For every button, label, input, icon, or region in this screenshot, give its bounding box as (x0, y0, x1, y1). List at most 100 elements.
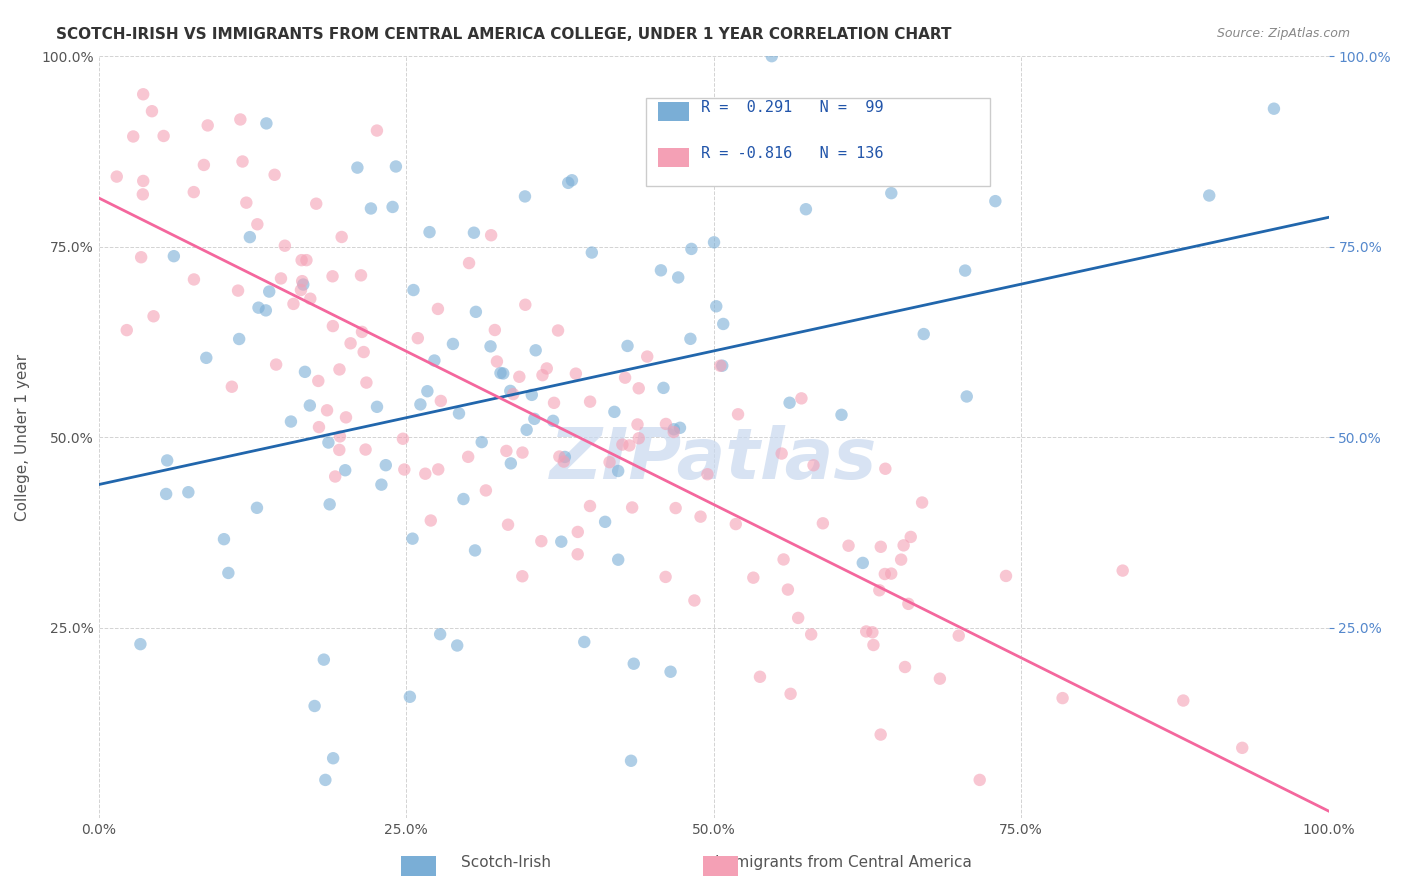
Point (893, 538, 915, 552)
Point (464, 305, 486, 319)
Point (681, 242, 703, 256)
Point (579, 499, 602, 513)
Point (779, 687, 801, 701)
Point (356, 376, 378, 390)
Point (392, 432, 415, 446)
Point (574, 635, 596, 649)
Point (350, 268, 373, 283)
Point (394, 462, 416, 476)
Point (665, 501, 688, 516)
Point (873, 567, 896, 582)
Point (659, 665, 682, 679)
Point (787, 611, 810, 625)
Point (264, 358, 287, 372)
Point (307, 374, 329, 388)
Point (567, 547, 589, 561)
Point (298, 399, 321, 413)
Point (627, 381, 650, 395)
Point (543, 396, 565, 410)
Point (385, 160, 408, 174)
Text: Scotch-Irish: Scotch-Irish (461, 855, 551, 870)
Text: SCOTCH-IRISH VS IMMIGRANTS FROM CENTRAL AMERICA COLLEGE, UNDER 1 YEAR CORRELATIO: SCOTCH-IRISH VS IMMIGRANTS FROM CENTRAL … (56, 27, 952, 42)
Point (401, 532, 423, 546)
Point (346, 161, 368, 175)
Point (129, 250, 152, 264)
Point (322, 751, 344, 765)
Point (890, 552, 912, 566)
Point (868, 583, 890, 598)
Point (662, 422, 685, 436)
Point (228, 332, 250, 346)
Point (195, 351, 218, 365)
Point (132, 187, 155, 202)
Point (894, 660, 917, 674)
Point (711, 359, 734, 373)
Point (880, 566, 903, 581)
Point (426, 301, 449, 316)
Text: R = -0.816   N = 136: R = -0.816 N = 136 (702, 146, 884, 161)
Point (155, 487, 177, 501)
Point (479, 339, 502, 353)
Point (502, 387, 524, 401)
Point (508, 369, 530, 384)
Point (530, 534, 553, 549)
Point (550, 534, 572, 549)
Point (704, 299, 727, 313)
Point (105, 169, 128, 184)
Point (683, 593, 706, 607)
Point (776, 582, 799, 597)
Point (995, 569, 1018, 583)
Point (381, 200, 404, 214)
Point (553, 454, 575, 468)
Point (453, 491, 475, 506)
Point (177, 485, 200, 500)
Point (299, 292, 322, 306)
Point (360, 202, 382, 216)
Point (1111, 564, 1133, 578)
Point (875, 462, 897, 476)
Y-axis label: College, Under 1 year: College, Under 1 year (15, 353, 30, 521)
Point (834, 137, 856, 152)
FancyBboxPatch shape (658, 147, 689, 167)
Point (399, 690, 422, 704)
Point (541, 414, 564, 428)
Point (621, 500, 644, 515)
Point (409, 397, 432, 411)
Point (536, 361, 558, 376)
Point (703, 235, 725, 250)
Point (627, 431, 650, 445)
Point (1173, 693, 1195, 707)
Point (115, 323, 138, 337)
Point (626, 417, 648, 432)
Point (122, 129, 145, 144)
Point (623, 657, 645, 671)
Text: Immigrants from Central America: Immigrants from Central America (716, 855, 972, 870)
Point (197, 119, 219, 133)
Point (366, 400, 388, 414)
Point (724, 517, 747, 532)
Point (235, 195, 257, 210)
Point (254, 303, 277, 318)
Point (304, 698, 326, 713)
Point (520, 388, 543, 402)
Point (579, 394, 602, 409)
Point (464, 543, 486, 558)
Point (316, 403, 339, 417)
Point (513, 189, 536, 203)
Point (132, 174, 155, 188)
Point (620, 754, 643, 768)
Point (294, 365, 316, 379)
Point (374, 458, 396, 473)
Point (869, 728, 891, 742)
Point (427, 462, 450, 476)
Point (479, 228, 502, 243)
Point (247, 301, 270, 315)
Point (524, 343, 547, 358)
Point (512, 445, 534, 459)
Point (869, 540, 891, 554)
Point (855, 624, 877, 639)
Point (565, 367, 588, 381)
Point (423, 353, 446, 368)
Point (458, 256, 481, 270)
Point (523, 412, 546, 426)
